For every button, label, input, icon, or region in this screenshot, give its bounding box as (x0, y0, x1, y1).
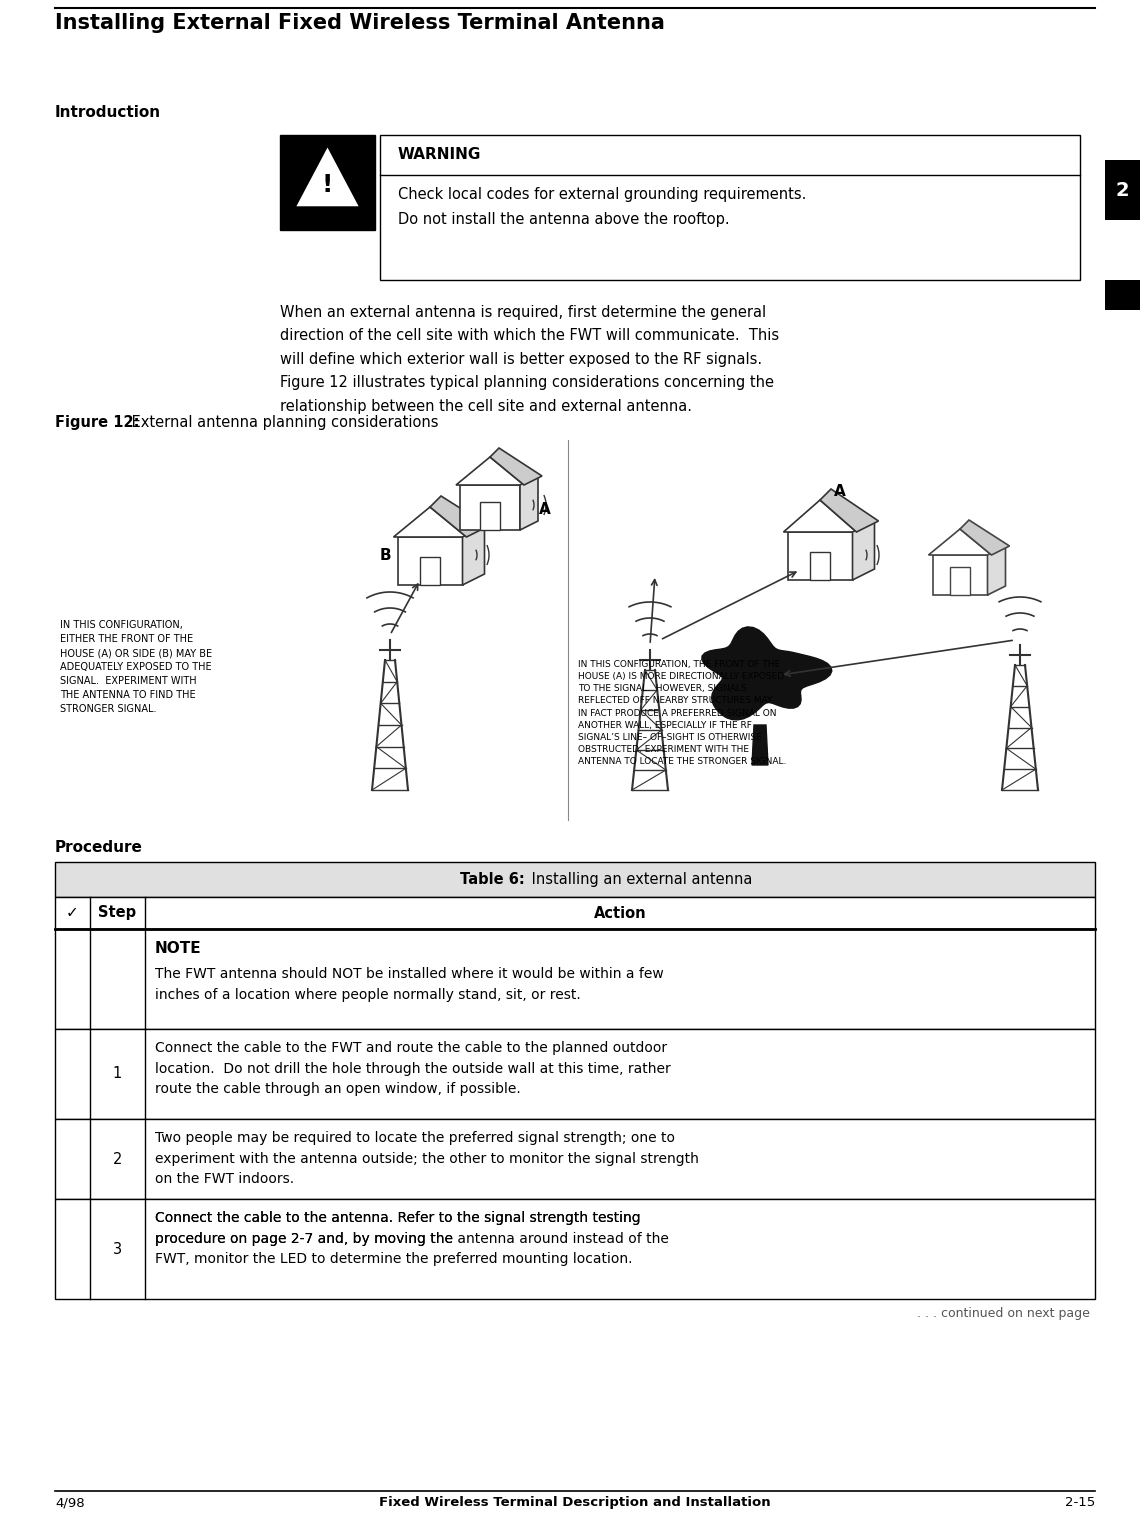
Polygon shape (463, 526, 484, 586)
Text: 2: 2 (113, 1151, 122, 1167)
Bar (1105, 159, 1140, 221)
Polygon shape (783, 500, 856, 532)
Text: Step: Step (98, 906, 137, 920)
Polygon shape (960, 520, 1010, 555)
Text: 2: 2 (1115, 181, 1129, 199)
Bar (1105, 281, 1140, 310)
Bar (380, 135, 1080, 281)
Text: 1: 1 (113, 1067, 122, 1081)
Text: Installing External Fixed Wireless Terminal Antenna: Installing External Fixed Wireless Termi… (55, 12, 665, 34)
Text: Table 6:: Table 6: (461, 872, 526, 888)
Bar (55, 862, 1096, 897)
Text: . . . continued on next page: . . . continued on next page (917, 1308, 1090, 1320)
Bar (55, 1199, 1096, 1298)
Polygon shape (987, 546, 1005, 595)
Bar (55, 1119, 1096, 1199)
Text: ✓: ✓ (66, 906, 79, 920)
Polygon shape (398, 537, 463, 586)
Bar (280, 135, 375, 230)
Text: Connect the cable to the FWT and route the cable to the planned outdoor
location: Connect the cable to the FWT and route t… (155, 1041, 670, 1096)
Text: WARNING: WARNING (398, 147, 481, 162)
Polygon shape (299, 150, 357, 205)
Bar (55, 1029, 1096, 1119)
Text: Check local codes for external grounding requirements.
Do not install the antenn: Check local codes for external grounding… (398, 187, 806, 227)
Polygon shape (456, 457, 524, 484)
Text: Installing an external antenna: Installing an external antenna (527, 872, 752, 888)
Text: 3: 3 (113, 1242, 122, 1257)
Text: Fixed Wireless Terminal Description and Installation: Fixed Wireless Terminal Description and … (380, 1496, 771, 1508)
Text: Connect the cable to the antenna. Refer to the signal strength testing
procedure: Connect the cable to the antenna. Refer … (155, 1211, 641, 1246)
Text: Two people may be required to locate the preferred signal strength; one to
exper: Two people may be required to locate the… (155, 1131, 699, 1187)
Bar (420, 556, 440, 586)
Text: Figure 12:: Figure 12: (55, 415, 139, 429)
Polygon shape (933, 555, 987, 595)
Bar (811, 552, 830, 579)
Text: Procedure: Procedure (55, 840, 142, 855)
Text: 2-15: 2-15 (1065, 1496, 1096, 1508)
Bar (480, 501, 500, 530)
Text: A: A (834, 484, 846, 500)
Text: 4/98: 4/98 (55, 1496, 84, 1508)
Text: NOTE: NOTE (155, 941, 202, 957)
Polygon shape (752, 725, 768, 765)
Polygon shape (520, 477, 538, 530)
Polygon shape (853, 521, 874, 579)
Text: !: ! (321, 173, 333, 196)
Polygon shape (393, 507, 466, 537)
Bar (55, 929, 1096, 1029)
Bar (950, 567, 970, 595)
Text: Connect the cable to the antenna. Refer to the signal strength testing
procedure: Connect the cable to the antenna. Refer … (155, 1211, 669, 1266)
Polygon shape (430, 497, 489, 537)
Polygon shape (928, 529, 992, 555)
Text: IN THIS CONFIGURATION, THE FRONT OF THE
HOUSE (A) IS MORE DIRECTIONALLY EXPOSED
: IN THIS CONFIGURATION, THE FRONT OF THE … (578, 661, 787, 766)
Text: Introduction: Introduction (55, 104, 161, 120)
Polygon shape (788, 532, 853, 579)
Text: IN THIS CONFIGURATION,
EITHER THE FRONT OF THE
HOUSE (A) OR SIDE (B) MAY BE
ADEQ: IN THIS CONFIGURATION, EITHER THE FRONT … (60, 619, 212, 714)
Polygon shape (702, 627, 832, 721)
Text: Action: Action (594, 906, 646, 920)
Polygon shape (461, 484, 520, 530)
Polygon shape (490, 448, 542, 484)
Text: A: A (539, 503, 551, 518)
Polygon shape (820, 489, 879, 532)
Bar (55, 897, 1096, 929)
Text: B: B (380, 547, 391, 563)
Text: When an external antenna is required, first determine the general
direction of t: When an external antenna is required, fi… (280, 305, 779, 414)
Text: The FWT antenna should NOT be installed where it would be within a few
inches of: The FWT antenna should NOT be installed … (155, 967, 663, 1001)
Text: External antenna planning considerations: External antenna planning considerations (127, 415, 439, 429)
